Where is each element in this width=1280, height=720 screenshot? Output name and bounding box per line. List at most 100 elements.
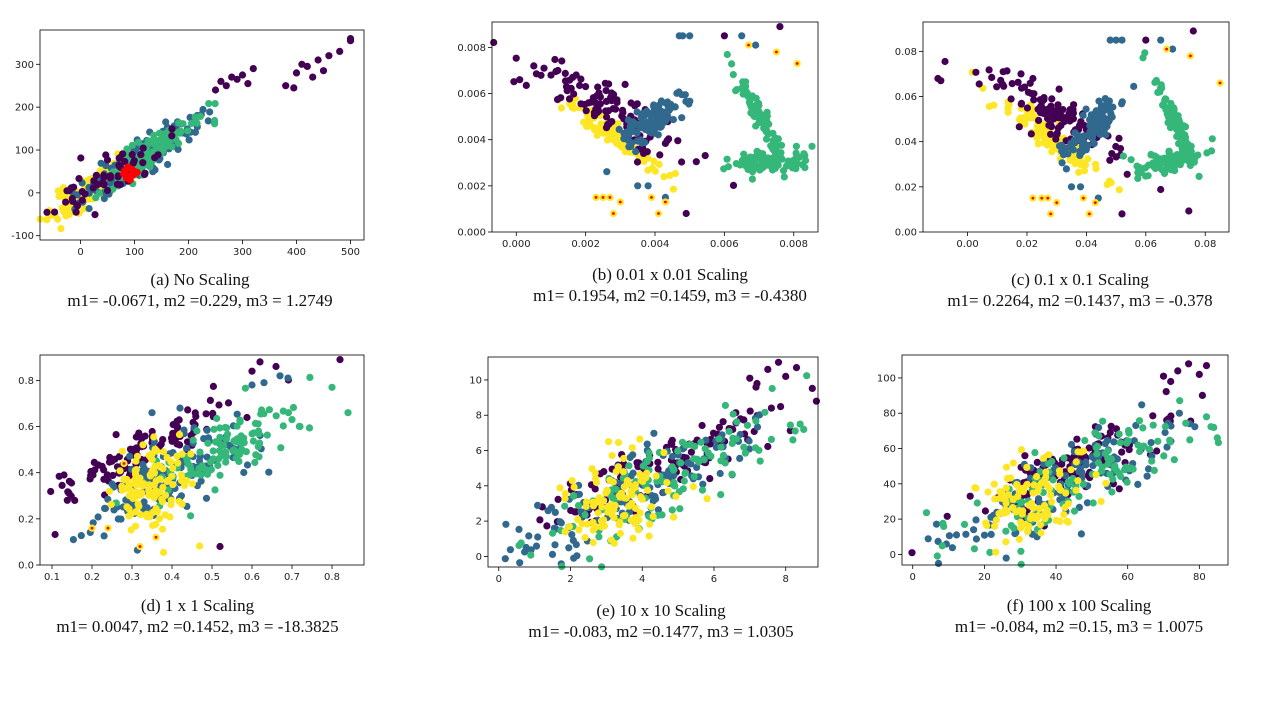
scatter-point-purple: [988, 73, 996, 81]
scatter-point-green: [193, 427, 201, 435]
scatter-point-green: [732, 160, 740, 168]
scatter-point-green: [306, 373, 314, 381]
scatter-point-purple: [209, 382, 217, 390]
scatter-point-green: [1142, 172, 1150, 180]
x-tick-label: 40: [1050, 572, 1063, 583]
scatter-point-blue: [970, 526, 978, 534]
scatter-point-purple: [168, 132, 176, 140]
scatter-point-green: [1104, 447, 1112, 455]
scatter-point-green: [1210, 423, 1218, 431]
scatter-point-green: [210, 425, 218, 433]
scatter-point-green: [680, 477, 688, 485]
x-tick-label: 100: [125, 247, 144, 258]
y-tick-label: 0.08: [895, 47, 917, 58]
scatter-point-purple: [64, 488, 72, 496]
scatter-point-blue: [1002, 554, 1010, 562]
panel-a: 0 100 200 300 400 500 -100 0 100 200 300 (a) No Sc…: [0, 0, 420, 330]
scatter-point-green: [625, 462, 633, 470]
scatter-point-blue: [77, 532, 85, 540]
scatter-point-purple: [753, 379, 761, 388]
scatter-point-yellow: [556, 484, 564, 492]
scatter-point-purple: [43, 208, 51, 216]
scatter-point-blue: [94, 513, 102, 521]
scatter-point-blue: [640, 112, 648, 120]
scatter-point-yellow: [589, 502, 598, 510]
scatter-point-green: [1017, 560, 1025, 568]
scatter-point-yellow: [611, 135, 619, 143]
scatter-point-yellow: [1013, 480, 1021, 489]
scatter-plot-c: 0.00 0.02 0.04 0.06 0.08 0.00 0.02 0.04 0.06 0.08: [895, 21, 1230, 250]
scatter-point-blue: [1144, 465, 1153, 473]
scatter-point-green: [723, 155, 731, 163]
scatter-point-yellow: [1037, 529, 1045, 537]
scatter-point-yellow: [1097, 497, 1105, 505]
scatter-point-yellow: [609, 478, 617, 486]
scatter-point-purple: [325, 52, 333, 60]
scatter-point-yellow: [156, 475, 164, 483]
scatter-point-purple: [184, 406, 192, 414]
scatter-point-blue: [276, 372, 284, 380]
scatter-point-green: [216, 471, 224, 479]
scatter-point-blue: [932, 520, 941, 528]
scatter-point-green: [732, 87, 740, 95]
scatter-point-green: [260, 410, 268, 418]
scatter-point-mark-dot: [1055, 201, 1059, 205]
scatter-point-purple: [993, 83, 1001, 91]
scatter-point-green: [1031, 449, 1039, 457]
scatter-point-purple: [999, 68, 1007, 76]
scatter-point-yellow: [643, 486, 652, 494]
scatter-point-green: [1176, 126, 1184, 134]
scatter-point-purple: [777, 403, 785, 411]
scatter-point-blue: [615, 125, 623, 133]
scatter-point-yellow: [1042, 468, 1050, 476]
scatter-point-purple: [570, 90, 578, 98]
scatter-point-green: [211, 100, 219, 108]
scatter-point-green: [237, 432, 245, 440]
scatter-point-purple: [78, 196, 86, 204]
scatter-point-green: [289, 403, 298, 412]
scatter-point-blue: [752, 41, 760, 49]
scatter-point-purple: [589, 94, 597, 102]
scatter-point-green: [802, 156, 810, 165]
scatter-point-yellow: [982, 519, 990, 527]
scatter-point-yellow: [148, 489, 156, 497]
scatter-point-green: [704, 449, 712, 457]
scatter-point-green: [1159, 101, 1167, 109]
scatter-point-green: [721, 459, 729, 467]
scatter-point-purple: [654, 465, 662, 473]
scatter-point-purple: [808, 384, 816, 392]
scatter-point-purple: [1149, 412, 1157, 420]
scatter-point-mark-dot: [657, 212, 660, 215]
scatter-point-yellow: [1026, 514, 1035, 523]
scatter-point-purple: [244, 80, 252, 88]
caption-title-e: (e) 10 x 10 Scaling: [596, 601, 726, 620]
scatter-point-blue: [240, 468, 248, 477]
scatter-point-purple: [217, 77, 225, 85]
scatter-point-yellow: [991, 522, 999, 530]
scatter-point-green: [743, 421, 752, 429]
scatter-point-yellow: [1017, 524, 1025, 532]
scatter-point-purple: [1112, 153, 1120, 161]
scatter-point-green: [95, 189, 103, 197]
scatter-point-yellow: [1074, 477, 1082, 485]
scatter-point-blue: [987, 513, 995, 521]
scatter-point-green: [204, 468, 212, 476]
scatter-point-yellow: [607, 536, 615, 544]
scatter-point-blue: [626, 122, 634, 130]
scatter-point-yellow: [598, 503, 606, 511]
scatter-point-yellow: [1067, 466, 1075, 474]
scatter-point-blue: [148, 409, 156, 417]
scatter-point-yellow: [655, 160, 663, 168]
scatter-point-yellow: [628, 444, 636, 452]
scatter-point-yellow: [175, 431, 184, 439]
scatter-point-mark-dot: [594, 196, 598, 199]
y-tick-label: 8: [476, 411, 482, 422]
scatter-point-yellow: [1009, 495, 1017, 503]
scatter-point-green: [729, 410, 737, 418]
scatter-point-purple: [148, 427, 156, 436]
scatter-point-yellow: [595, 494, 603, 502]
scatter-point-yellow: [589, 539, 597, 547]
x-tick-label: 20: [978, 572, 991, 583]
scatter-point-green: [769, 136, 777, 145]
scatter-point-yellow: [984, 488, 992, 496]
